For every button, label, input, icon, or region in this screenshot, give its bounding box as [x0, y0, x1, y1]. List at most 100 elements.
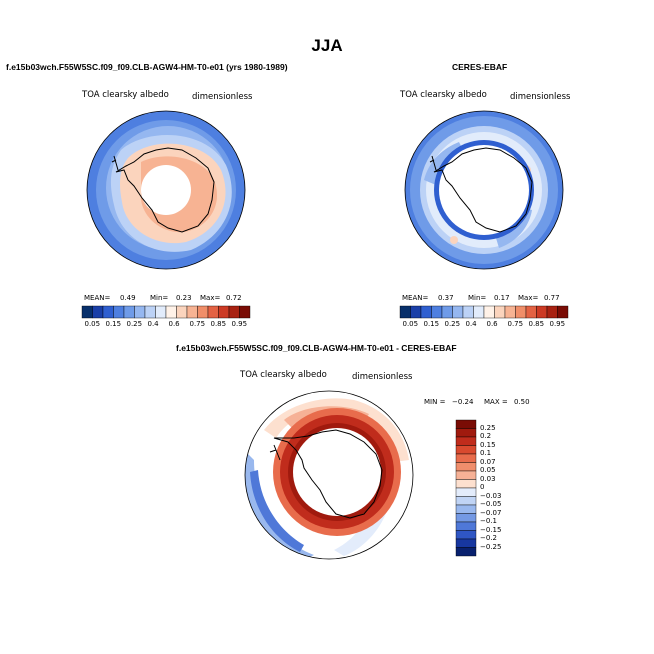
- variable-label-diff: TOA clearsky albedo: [240, 370, 327, 380]
- colorbar-swatch: [455, 428, 477, 438]
- colorbar-tick: −0.05: [480, 500, 502, 508]
- colorbar-tick: 0.85: [528, 320, 545, 328]
- colorbar-tick: 0.03: [480, 474, 496, 483]
- colorbar-swatch: [92, 305, 104, 319]
- colorbar-swatch: [228, 305, 240, 319]
- max-label-obs: Max=: [518, 294, 539, 302]
- colorbar-swatch: [399, 305, 411, 319]
- colorbar-tick: 0.25: [480, 423, 496, 432]
- colorbar-swatch: [536, 305, 548, 319]
- colorbar-tick: −0.15: [480, 525, 502, 534]
- colorbar-swatch: [455, 419, 477, 429]
- colorbar-swatch: [455, 538, 477, 548]
- colorbar-swatch: [155, 305, 167, 319]
- colorbar-swatch: [102, 305, 114, 319]
- colorbar-tick: 0.05: [480, 466, 496, 474]
- colorbar-model: [81, 305, 251, 319]
- colorbar-tick: 0.15: [105, 320, 122, 328]
- units-label-diff: dimensionless: [352, 372, 413, 382]
- colorbar-swatch: [557, 305, 569, 319]
- colorbar-tick: 0.85: [210, 320, 227, 328]
- max-value-obs: 0.77: [544, 294, 560, 302]
- variable-label-model: TOA clearsky albedo: [82, 90, 169, 100]
- colorbar-tick: 0.05: [402, 320, 419, 328]
- polar-map-model: [86, 110, 246, 270]
- mean-value-model: 0.49: [120, 294, 136, 302]
- units-label-model: dimensionless: [192, 92, 253, 102]
- colorbar-labels-obs: 0.05 0.15 0.25 0.4 0.6 0.75 0.85 0.95: [400, 320, 568, 330]
- min-label-diff: MIN =: [424, 398, 446, 406]
- colorbar-tick: 0.6: [486, 320, 498, 328]
- mean-label-model: MEAN=: [84, 294, 111, 302]
- colorbar-tick: 0.75: [189, 320, 206, 328]
- colorbar-tick: 0.75: [507, 320, 524, 328]
- polar-map-obs: [404, 110, 564, 270]
- min-value-diff: −0.24: [452, 398, 474, 406]
- colorbar-tick: 0.05: [84, 320, 101, 328]
- min-value-obs: 0.17: [494, 294, 510, 302]
- colorbar-swatch: [455, 453, 477, 463]
- colorbar-swatch: [165, 305, 177, 319]
- colorbar-swatch: [239, 305, 251, 319]
- colorbar-swatch: [134, 305, 146, 319]
- colorbar-swatch: [186, 305, 198, 319]
- colorbar-swatch: [113, 305, 125, 319]
- colorbar-labels-model: 0.05 0.15 0.25 0.4 0.6 0.75 0.85 0.95: [82, 320, 250, 330]
- min-value-model: 0.23: [176, 294, 192, 302]
- colorbar-swatch: [455, 521, 477, 531]
- colorbar-swatch: [455, 530, 477, 540]
- colorbar-swatch: [81, 305, 93, 319]
- colorbar-tick: 0.15: [480, 440, 496, 449]
- colorbar-swatch: [441, 305, 453, 319]
- colorbar-swatch: [144, 305, 156, 319]
- colorbar-swatch: [473, 305, 485, 319]
- colorbar-swatch: [218, 305, 230, 319]
- colorbar-obs: [399, 305, 569, 319]
- variable-label-obs: TOA clearsky albedo: [400, 90, 487, 100]
- colorbar-swatch: [455, 504, 477, 514]
- panel-title-model: f.e15b03wch.F55W5SC.f09_f09.CLB-AGW4-HM-…: [6, 62, 288, 72]
- colorbar-swatch: [123, 305, 135, 319]
- colorbar-swatch: [410, 305, 422, 319]
- colorbar-swatch: [431, 305, 443, 319]
- colorbar-tick: −0.25: [480, 542, 502, 551]
- colorbar-swatch: [455, 445, 477, 455]
- colorbar-tick: 0.25: [126, 320, 143, 328]
- mean-value-obs: 0.37: [438, 294, 454, 302]
- mean-label-obs: MEAN=: [402, 294, 429, 302]
- colorbar-swatch: [452, 305, 464, 319]
- colorbar-swatch: [420, 305, 432, 319]
- colorbar-tick: −0.2: [480, 534, 497, 542]
- max-label-diff: MAX =: [484, 398, 508, 406]
- colorbar-tick: −0.07: [480, 508, 502, 517]
- colorbar-swatch: [483, 305, 495, 319]
- colorbar-swatch: [455, 513, 477, 523]
- polar-map-diff: [244, 390, 414, 560]
- colorbar-labels-diff: 0.25 0.2 0.15 0.1 0.07 0.05 0.03 0 −0.03…: [480, 420, 520, 556]
- colorbar-tick: 0.95: [231, 320, 248, 328]
- colorbar-diff: [455, 419, 477, 557]
- colorbar-swatch: [455, 496, 477, 506]
- colorbar-tick: 0.6: [168, 320, 180, 328]
- colorbar-tick: 0.95: [549, 320, 566, 328]
- max-label-model: Max=: [200, 294, 221, 302]
- colorbar-swatch: [462, 305, 474, 319]
- colorbar-swatch: [494, 305, 506, 319]
- panel-title-diff: f.e15b03wch.F55W5SC.f09_f09.CLB-AGW4-HM-…: [176, 343, 457, 353]
- colorbar-tick: −0.03: [480, 491, 502, 500]
- colorbar-swatch: [207, 305, 219, 319]
- colorbar-swatch: [515, 305, 527, 319]
- colorbar-tick: 0.07: [480, 457, 496, 466]
- colorbar-tick: 0.1: [480, 449, 492, 457]
- page-title: JJA: [311, 36, 343, 55]
- units-label-obs: dimensionless: [510, 92, 571, 102]
- min-label-model: Min=: [150, 294, 169, 302]
- colorbar-tick: 0.4: [147, 320, 159, 328]
- colorbar-swatch: [455, 470, 477, 480]
- colorbar-tick: 0.2: [480, 432, 492, 440]
- colorbar-swatch: [455, 436, 477, 446]
- colorbar-tick: 0.15: [423, 320, 440, 328]
- colorbar-swatch: [455, 462, 477, 472]
- colorbar-tick: 0: [480, 483, 485, 491]
- colorbar-tick: 0.4: [465, 320, 477, 328]
